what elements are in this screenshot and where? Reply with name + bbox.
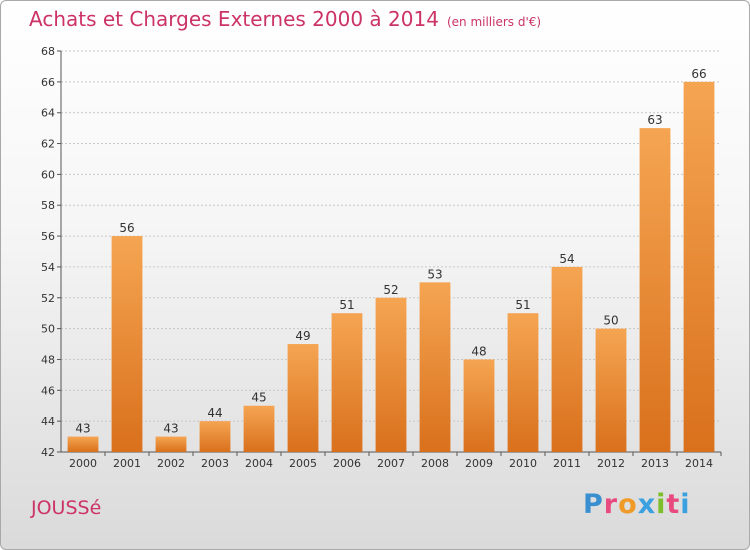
data-label: 51: [339, 298, 354, 312]
bar-2001: [111, 236, 143, 452]
bar-2010: [507, 313, 539, 452]
proxiti-logo: Proxiti: [583, 489, 691, 520]
x-tick-label: 2012: [597, 457, 625, 470]
bars: 43 56 43 44 45 49 51 52 53 48 51 54 50 63 66: [67, 67, 715, 452]
x-tick-label: 2007: [377, 457, 405, 470]
y-axis: 42 44 46 48 50 52 54 56 58 60 62 64 66 68: [41, 45, 721, 459]
y-tick-label: 66: [41, 76, 55, 89]
bar-2004: [243, 405, 275, 452]
data-label: 53: [427, 267, 442, 281]
chart-unit: (en milliers d'€): [446, 15, 542, 29]
data-label: 43: [75, 422, 90, 436]
x-tick-label: 2000: [69, 457, 97, 470]
y-tick-label: 46: [41, 384, 55, 397]
y-tick-label: 68: [41, 45, 55, 58]
bar-2002: [155, 436, 187, 452]
data-label: 56: [119, 221, 134, 235]
bar-2000: [67, 436, 99, 452]
data-label: 50: [603, 314, 618, 328]
x-tick-label: 2006: [333, 457, 361, 470]
x-tick-label: 2011: [553, 457, 581, 470]
y-tick-label: 58: [41, 199, 55, 212]
chart-title-text: Achats et Charges Externes 2000 à 2014: [29, 7, 439, 31]
y-tick-label: 48: [41, 353, 55, 366]
x-tick-label: 2010: [509, 457, 537, 470]
commune-name: JOUSSé: [31, 497, 102, 519]
data-label: 49: [295, 329, 310, 343]
data-label: 43: [163, 422, 178, 436]
x-tick-label: 2004: [245, 457, 273, 470]
bar-2003: [199, 421, 231, 452]
y-tick-label: 56: [41, 230, 55, 243]
bar-2007: [375, 297, 407, 452]
data-label: 44: [207, 406, 222, 420]
bar-2013: [639, 128, 671, 452]
x-axis: 2000 2001 2002 2003 2004 2005 2006 2007 2008 2009…: [69, 452, 722, 470]
bar-2008: [419, 282, 451, 452]
data-label: 66: [691, 67, 706, 81]
y-tick-label: 60: [41, 168, 55, 181]
data-label: 48: [471, 344, 486, 358]
x-tick-label: 2001: [113, 457, 141, 470]
bar-2014: [683, 81, 715, 452]
y-tick-label: 42: [41, 446, 55, 459]
chart-title: Achats et Charges Externes 2000 à 2014 (e…: [29, 7, 541, 31]
x-tick-label: 2005: [289, 457, 317, 470]
x-tick-label: 2014: [685, 457, 713, 470]
bar-2012: [595, 328, 627, 452]
bar-2009: [463, 359, 495, 452]
bar-2011: [551, 266, 583, 452]
x-tick-label: 2008: [421, 457, 449, 470]
bar-2005: [287, 344, 319, 452]
grid-lines: [61, 50, 721, 453]
x-tick-label: 2002: [157, 457, 185, 470]
data-label: 45: [251, 391, 266, 405]
y-tick-label: 64: [41, 107, 55, 120]
y-tick-label: 52: [41, 292, 55, 305]
data-label: 51: [515, 298, 530, 312]
data-label: 54: [559, 252, 574, 266]
data-label: 63: [647, 113, 662, 127]
y-tick-label: 54: [41, 261, 55, 274]
x-tick-label: 2009: [465, 457, 493, 470]
y-tick-label: 44: [41, 415, 55, 428]
x-tick-label: 2013: [641, 457, 669, 470]
bar-2006: [331, 313, 363, 452]
y-tick-label: 50: [41, 323, 55, 336]
data-label: 52: [383, 283, 398, 297]
x-tick-label: 2003: [201, 457, 229, 470]
y-tick-label: 62: [41, 138, 55, 151]
